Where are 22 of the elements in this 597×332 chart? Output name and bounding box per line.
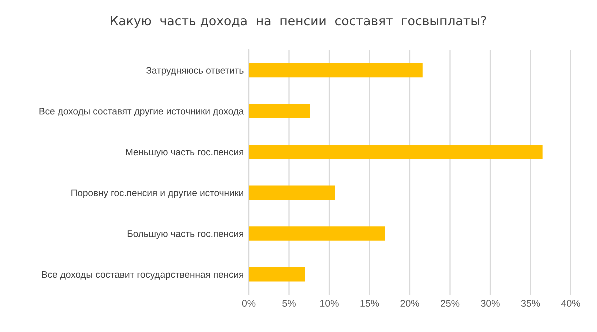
- x-tick-label: 15%: [360, 300, 380, 307]
- bar: [249, 144, 543, 160]
- bar: [249, 186, 336, 200]
- y-tick-label: Меньшую часть гос.пенсия: [126, 149, 244, 158]
- y-tick-label: Затрудняюсь ответить: [146, 67, 244, 76]
- x-tick-label: 0%: [242, 300, 256, 307]
- bar: [249, 63, 423, 78]
- x-tick-label: 20%: [400, 300, 420, 307]
- x-tick-label: 5%: [282, 300, 296, 307]
- y-tick-label: Поровну гос.пенсия и другие источники: [72, 190, 244, 198]
- chart-title: Какую часть дохода на пенсии составят госвыплаты?: [111, 16, 486, 28]
- x-tick-label: 10%: [320, 300, 339, 307]
- x-tick-label: 35%: [521, 300, 540, 307]
- y-tick-label: Все доходы составят другие источники дохода: [40, 108, 244, 117]
- x-tick-label: 25%: [441, 300, 460, 307]
- x-tick-label: 40%: [561, 300, 580, 307]
- x-tick-label: 30%: [481, 300, 500, 307]
- bar: [249, 226, 386, 241]
- bar: [249, 104, 310, 118]
- y-tick-label: Все доходы составит государственная пенсия: [42, 272, 244, 280]
- y-tick-label: Большую часть гос.пенсия: [128, 230, 244, 240]
- bar: [249, 267, 306, 282]
